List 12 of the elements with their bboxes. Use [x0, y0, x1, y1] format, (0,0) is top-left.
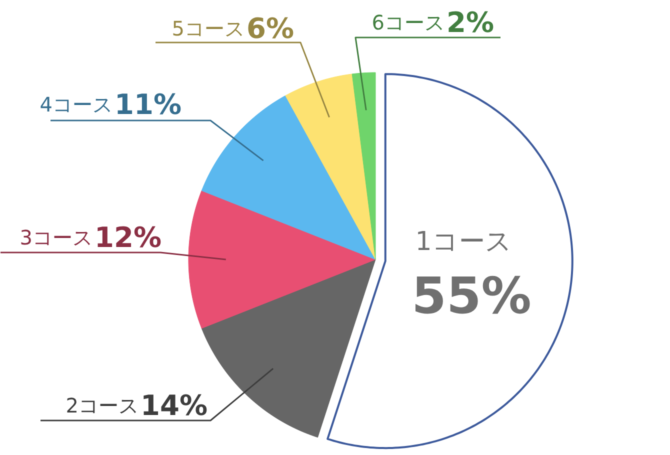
slice-label: 4コース	[40, 92, 113, 116]
data-label: 12%	[94, 221, 162, 254]
data-label: 2%	[446, 6, 494, 39]
slice-label: 2コース	[66, 394, 139, 418]
slice-label: 6コース	[372, 10, 445, 34]
slice-label: 1コース	[415, 227, 512, 258]
data-label: 55%	[412, 267, 532, 326]
slice-label: 5コース	[172, 16, 245, 40]
data-label: 14%	[140, 389, 208, 422]
slice-label: 3コース	[20, 226, 93, 250]
data-label: 6%	[246, 12, 294, 45]
data-label: 11%	[114, 88, 182, 121]
